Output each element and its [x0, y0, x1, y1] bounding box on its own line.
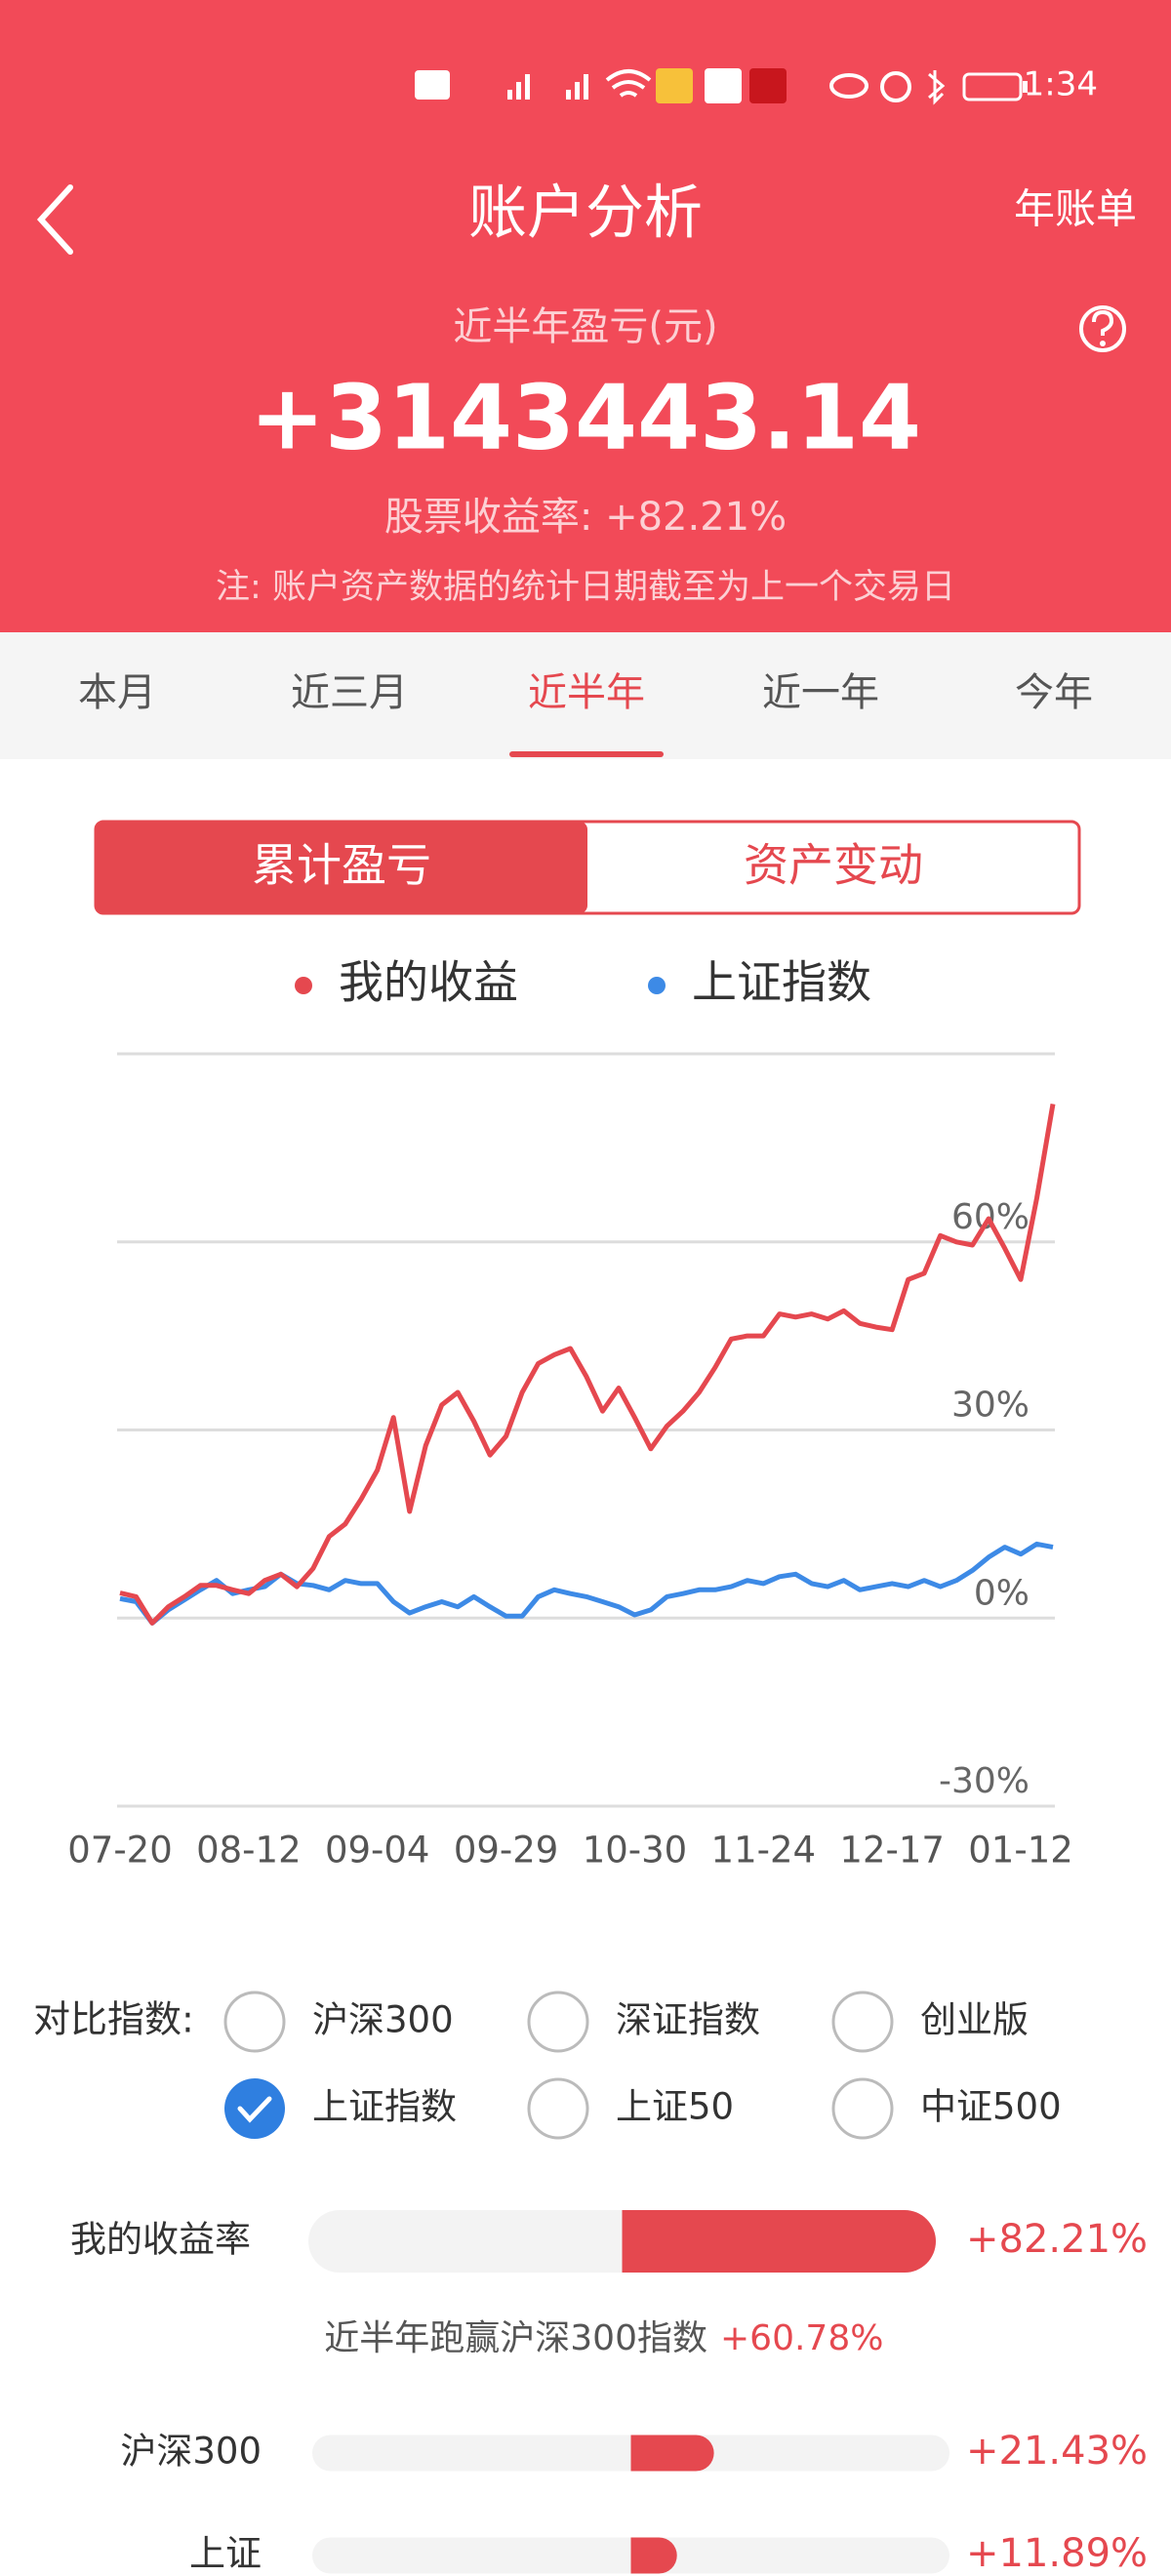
y-tick-label: 30% [951, 1386, 1030, 1426]
return-name: 沪深300 [120, 2431, 262, 2473]
x-tick-label: 12-17 [839, 1830, 945, 1872]
radio[interactable] [527, 1991, 589, 2053]
tab[interactable]: 本月 [78, 670, 156, 715]
toggle-option[interactable]: 累计盈亏 [252, 839, 431, 892]
radio[interactable] [223, 1991, 286, 2053]
header-bg [0, 0, 1171, 632]
y-tick-label: 0% [974, 1573, 1030, 1613]
note: 注: 账户资产数据的统计日期截至为上一个交易日 [216, 568, 955, 607]
x-tick-label: 11-24 [711, 1830, 817, 1872]
radio-label[interactable]: 创业版 [920, 1999, 1029, 2041]
annual-bill-link[interactable]: 年账单 [1014, 185, 1137, 233]
tab[interactable]: 近三月 [291, 670, 408, 715]
radio-label[interactable]: 上证指数 [312, 2086, 457, 2128]
page-title: 账户分析 [468, 180, 703, 248]
back-button[interactable] [36, 184, 73, 255]
legend-marker [295, 977, 312, 994]
legend-marker [648, 977, 666, 994]
summary-value: +60.78% [720, 2318, 883, 2358]
bar [622, 2210, 936, 2273]
tab[interactable]: 近半年 [528, 670, 645, 715]
bar [630, 2435, 714, 2472]
x-tick-label: 10-30 [583, 1830, 688, 1872]
radio-label[interactable]: 上证50 [616, 2086, 734, 2128]
x-tick-label: 08-12 [196, 1830, 302, 1872]
legend-label: 上证指数 [692, 956, 871, 1009]
summary-text: 近半年跑赢沪深300指数 [324, 2318, 707, 2358]
stock-return: 股票收益率: +82.21% [384, 495, 787, 540]
help-icon[interactable] [1079, 305, 1126, 352]
return-value: +82.21% [966, 2217, 1148, 2262]
tab-underline [509, 751, 664, 757]
toggle-selected [96, 822, 587, 913]
y-tick-label: -30% [939, 1761, 1030, 1801]
status-icons [415, 68, 1028, 105]
radio[interactable] [831, 2077, 894, 2140]
return-value: +11.89% [966, 2531, 1148, 2576]
toggle-option[interactable]: 资产变动 [744, 839, 923, 892]
radio[interactable] [831, 1991, 894, 2053]
legend-label: 我的收益 [339, 956, 518, 1009]
tab[interactable]: 近一年 [762, 670, 879, 715]
return-name: 我的收益率 [70, 2219, 251, 2261]
radio-label[interactable]: 深证指数 [616, 1999, 760, 2041]
checkmark [237, 2096, 272, 2123]
y-tick-label: 60% [951, 1197, 1030, 1237]
tabs-bg [0, 632, 1171, 759]
tab[interactable]: 今年 [1015, 670, 1093, 715]
series-line [119, 1103, 1056, 1626]
return-value: +21.43% [966, 2429, 1148, 2474]
period-label: 近半年盈亏(元) [453, 304, 717, 349]
radio-label[interactable]: 沪深300 [312, 1999, 454, 2041]
compare-label: 对比指数: [33, 1998, 194, 2041]
x-tick-label: 09-04 [325, 1830, 430, 1872]
bar [630, 2537, 677, 2574]
radio-checked[interactable] [224, 2078, 285, 2139]
status-time: 1:34 [1024, 65, 1098, 104]
return-name: 上证 [189, 2533, 262, 2575]
x-tick-label: 01-12 [968, 1830, 1073, 1872]
x-tick-label: 07-20 [67, 1830, 173, 1872]
radio[interactable] [527, 2077, 589, 2140]
radio-label[interactable]: 中证500 [920, 2086, 1062, 2128]
x-tick-label: 09-29 [454, 1830, 559, 1872]
amount: +3143443.14 [250, 365, 921, 469]
